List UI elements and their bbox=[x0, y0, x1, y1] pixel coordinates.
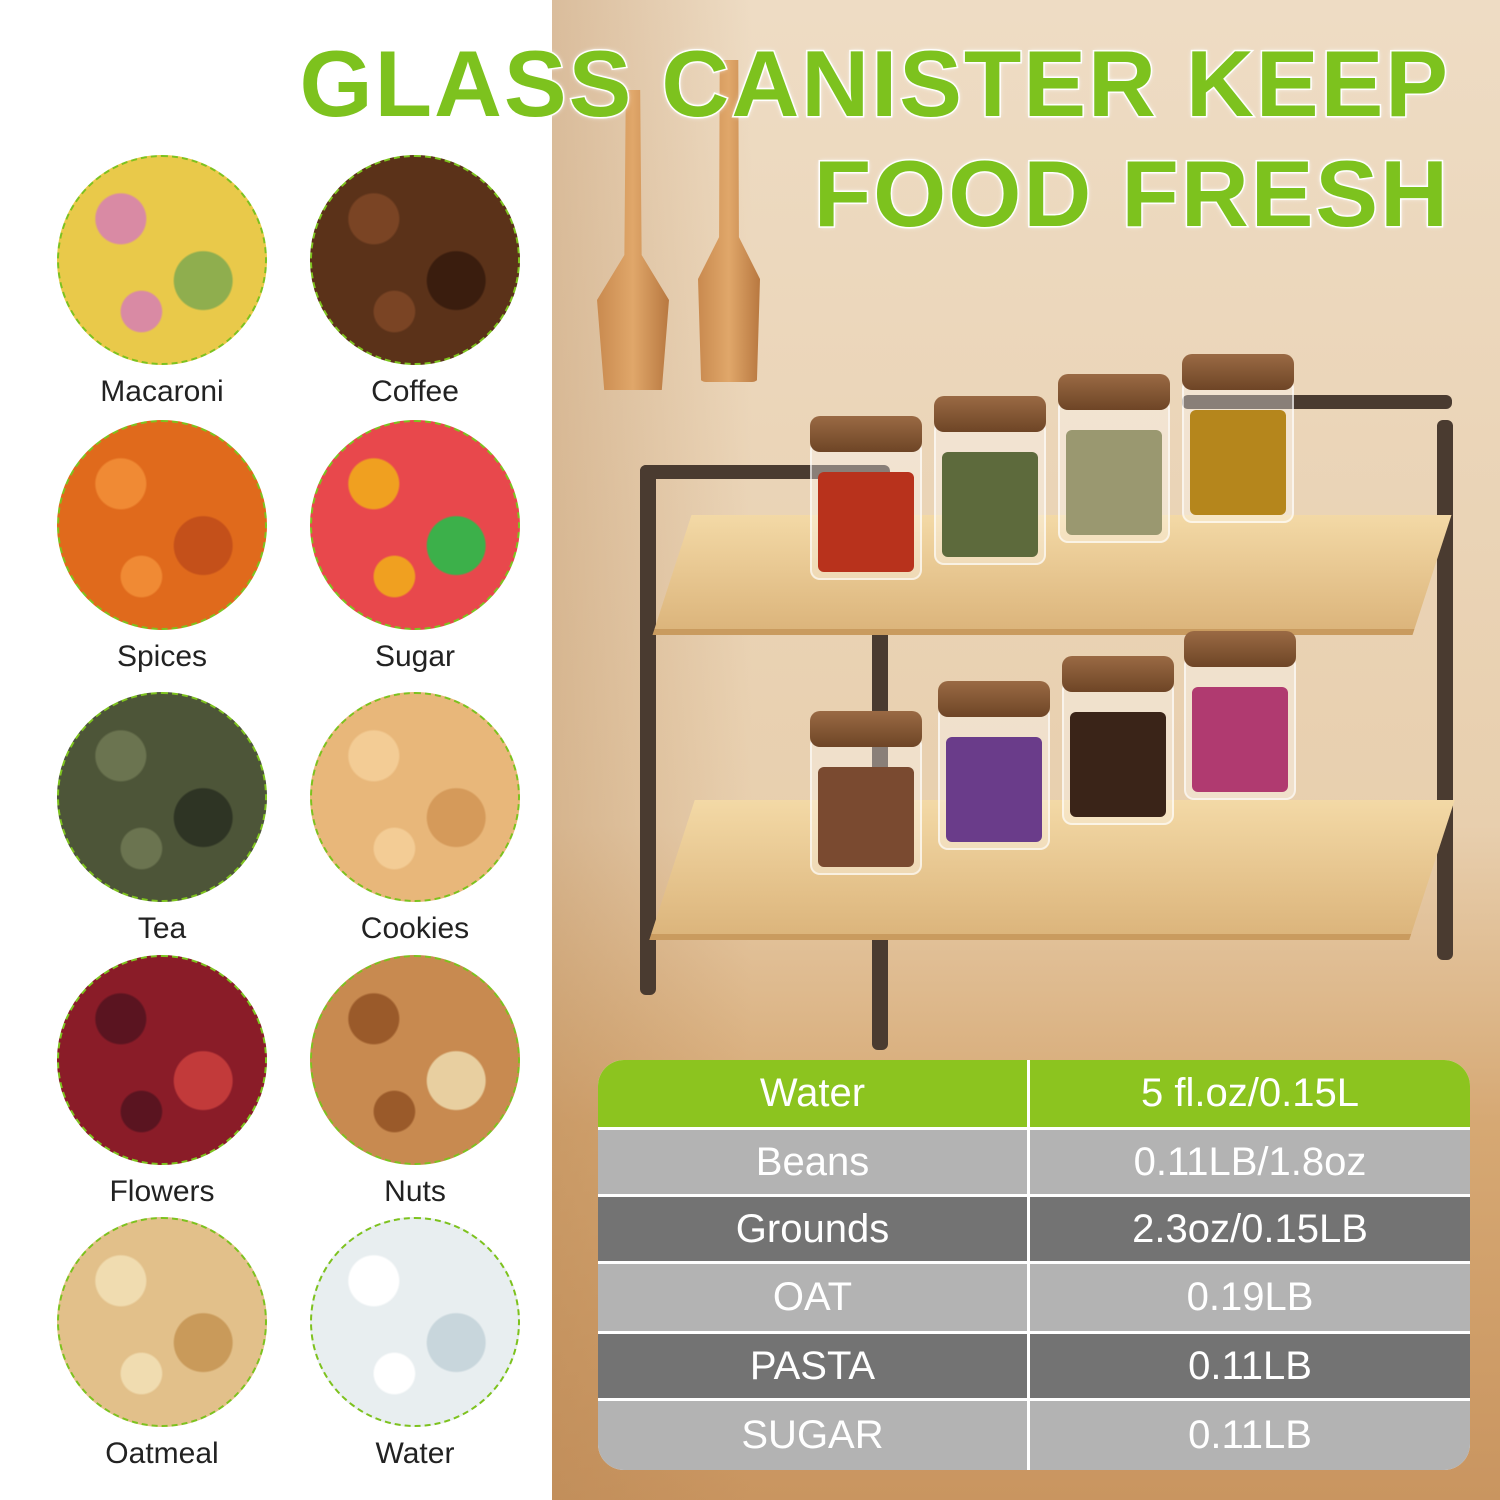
food-label: Cookies bbox=[360, 912, 470, 945]
food-image-macaroni bbox=[57, 155, 267, 365]
jar-globe-amaranth bbox=[1184, 631, 1296, 800]
food-image-oatmeal bbox=[57, 1217, 267, 1427]
food-image-coffee bbox=[310, 155, 520, 365]
food-label: Oatmeal bbox=[105, 1437, 219, 1470]
upper-shelf bbox=[652, 515, 1452, 635]
headline-line-2: FOOD FRESH bbox=[812, 140, 1450, 248]
food-image-spices bbox=[57, 420, 267, 630]
jar-dried-flowers bbox=[938, 681, 1050, 850]
table-row: OAT 0.19LB bbox=[598, 1264, 1470, 1331]
table-row: Beans 0.11LB/1.8oz bbox=[598, 1130, 1470, 1194]
food-label: Spices bbox=[116, 640, 208, 673]
jar-bay-leaves bbox=[1058, 374, 1170, 543]
food-label: Water bbox=[375, 1437, 455, 1470]
food-label: Sugar bbox=[374, 640, 456, 673]
item-cell: PASTA bbox=[598, 1334, 1030, 1398]
food-image-water bbox=[310, 1217, 520, 1427]
food-image-nuts bbox=[310, 955, 520, 1165]
item-cell: Grounds bbox=[598, 1197, 1030, 1261]
shelf-frame-top-right bbox=[1182, 395, 1452, 409]
food-label: Nuts bbox=[384, 1175, 446, 1208]
shelf-frame-right bbox=[1437, 420, 1453, 960]
jar-cinnamon bbox=[810, 711, 922, 875]
jar-chili bbox=[810, 416, 922, 580]
jar-spice-powder bbox=[1182, 354, 1294, 523]
food-label: Flowers bbox=[109, 1175, 215, 1208]
item-cell: OAT bbox=[598, 1264, 1030, 1331]
capacity-cell: 0.19LB bbox=[1186, 1275, 1314, 1319]
capacity-table: Water 5 fl.oz/0.15L Beans 0.11LB/1.8oz Groun… bbox=[598, 1060, 1470, 1470]
food-image-tea bbox=[57, 692, 267, 902]
table-header-row: Water 5 fl.oz/0.15L bbox=[598, 1060, 1470, 1127]
food-image-flowers bbox=[57, 955, 267, 1165]
capacity-cell: 0.11LB bbox=[1188, 1343, 1312, 1388]
lower-shelf bbox=[649, 800, 1455, 940]
jar-coffee-beans bbox=[1062, 656, 1174, 825]
capacity-cell: 0.11LB/1.8oz bbox=[1133, 1139, 1367, 1184]
food-image-sugar bbox=[310, 420, 520, 630]
item-cell: SUGAR bbox=[598, 1401, 1030, 1470]
table-row: SUGAR 0.11LB bbox=[598, 1401, 1470, 1470]
table-row: Grounds 2.3oz/0.15LB bbox=[598, 1197, 1470, 1261]
food-image-cookies bbox=[310, 692, 520, 902]
food-label: Tea bbox=[137, 912, 187, 945]
jar-rosemary bbox=[934, 396, 1046, 565]
item-cell: Water bbox=[598, 1060, 1030, 1127]
shelf-frame-left bbox=[640, 465, 656, 995]
food-label: Macaroni bbox=[100, 375, 224, 408]
headline-line-1: GLASS CANISTER KEEP bbox=[298, 30, 1450, 138]
item-cell: Beans bbox=[598, 1130, 1030, 1194]
capacity-cell: 2.3oz/0.15LB bbox=[1132, 1206, 1368, 1251]
capacity-cell: 5 fl.oz/0.15L bbox=[1141, 1071, 1359, 1115]
table-row: PASTA 0.11LB bbox=[598, 1334, 1470, 1398]
capacity-cell: 0.11LB bbox=[1188, 1413, 1312, 1457]
food-label: Coffee bbox=[371, 375, 459, 408]
